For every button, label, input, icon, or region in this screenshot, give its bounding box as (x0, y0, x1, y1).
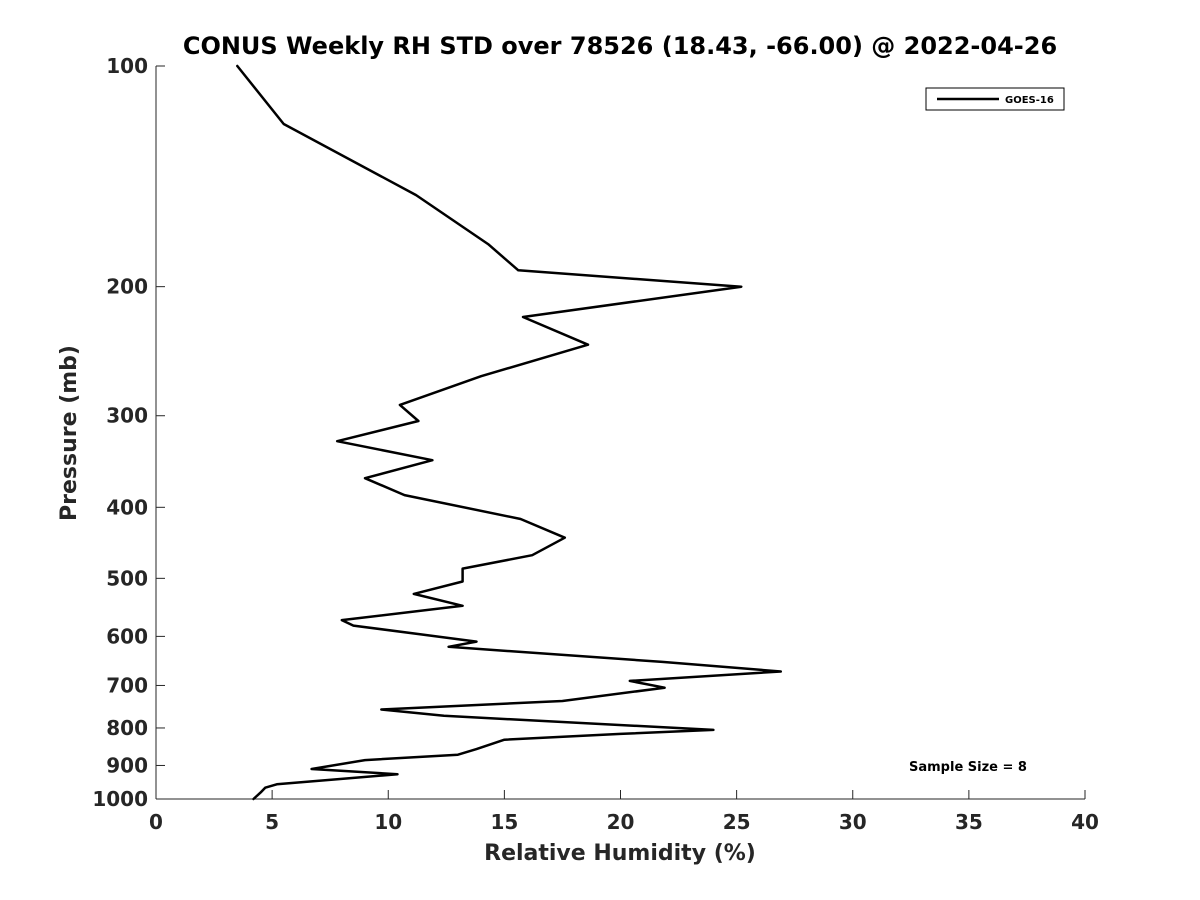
x-tick-label: 30 (839, 810, 867, 834)
y-tick-label: 500 (106, 566, 148, 590)
legend-label-goes-16: GOES-16 (1005, 95, 1054, 106)
x-tick-label: 20 (607, 810, 635, 834)
y-tick-label: 600 (106, 624, 148, 648)
x-tick-label: 0 (149, 810, 163, 834)
x-axis-label: Relative Humidity (%) (484, 841, 756, 866)
y-tick-label: 900 (106, 753, 148, 777)
y-axis-label: Pressure (mb) (57, 345, 82, 521)
x-axis-ticks: 0 5 10 15 20 25 30 35 40 (149, 790, 1099, 834)
x-tick-label: 35 (955, 810, 983, 834)
sample-size-annotation: Sample Size = 8 (909, 760, 1027, 775)
y-axis-ticks: 100 200 300 400 500 600 700 800 900 1000 (92, 54, 165, 811)
y-tick-label: 300 (106, 404, 148, 428)
legend: GOES-16 (925, 87, 1065, 111)
y-tick-label: 700 (106, 673, 148, 697)
x-tick-label: 15 (490, 810, 518, 834)
y-tick-label: 200 (106, 275, 148, 299)
y-tick-label: 100 (106, 54, 148, 78)
x-tick-label: 25 (723, 810, 751, 834)
chart-title: CONUS Weekly RH STD over 78526 (18.43, -… (183, 32, 1057, 60)
axes (155, 66, 1085, 800)
series-layer (236, 64, 783, 801)
x-tick-label: 5 (265, 810, 279, 834)
y-tick-label: 1000 (92, 787, 148, 811)
y-tick-label: 400 (106, 495, 148, 519)
x-tick-label: 40 (1071, 810, 1099, 834)
series-line-goes-16 (236, 64, 783, 801)
x-tick-label: 10 (374, 810, 402, 834)
y-tick-label: 800 (106, 716, 148, 740)
